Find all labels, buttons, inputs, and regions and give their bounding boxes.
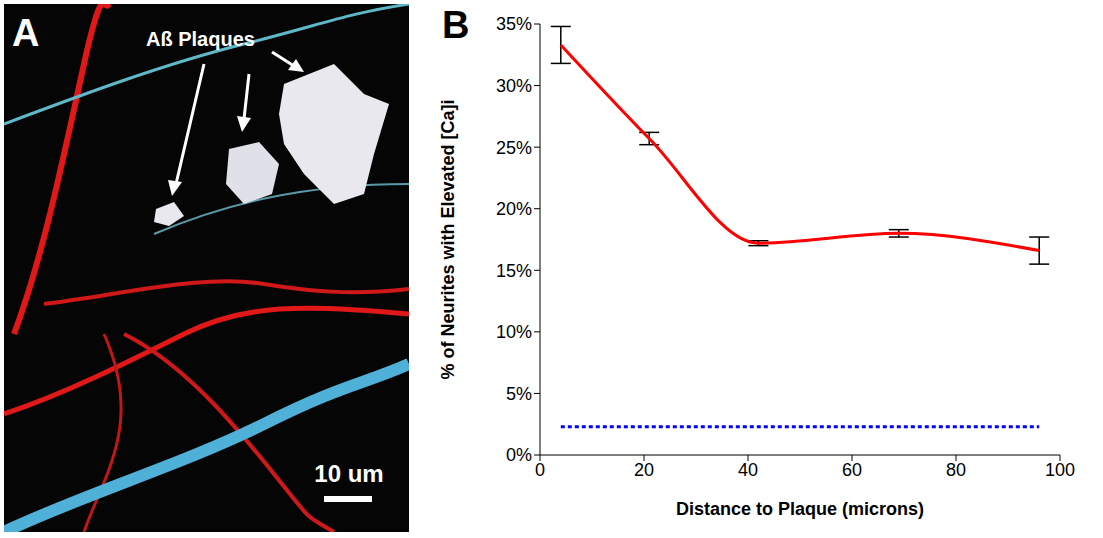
- svg-text:20%: 20%: [496, 199, 532, 219]
- svg-text:35%: 35%: [496, 14, 532, 34]
- svg-text:0: 0: [535, 460, 545, 480]
- svg-text:30%: 30%: [496, 76, 532, 96]
- svg-text:60: 60: [842, 460, 862, 480]
- svg-text:10 um: 10 um: [314, 460, 383, 487]
- svg-text:Distance to Plaque (microns): Distance to Plaque (microns): [676, 499, 924, 519]
- svg-text:Aß Plaques: Aß Plaques: [146, 28, 255, 50]
- svg-text:100: 100: [1045, 460, 1075, 480]
- svg-text:A: A: [12, 12, 39, 54]
- svg-text:0%: 0%: [506, 445, 532, 465]
- svg-text:80: 80: [946, 460, 966, 480]
- svg-text:25%: 25%: [496, 138, 532, 158]
- html-text:B: B: [442, 4, 470, 46]
- svg-text:40: 40: [738, 460, 758, 480]
- svg-text:5%: 5%: [506, 384, 532, 404]
- svg-text:% of Neurites with Elevated [C: % of Neurites with Elevated [Ca]i: [438, 99, 458, 379]
- svg-text:15%: 15%: [496, 261, 532, 281]
- svg-text:10%: 10%: [496, 322, 532, 342]
- svg-text:20: 20: [634, 460, 654, 480]
